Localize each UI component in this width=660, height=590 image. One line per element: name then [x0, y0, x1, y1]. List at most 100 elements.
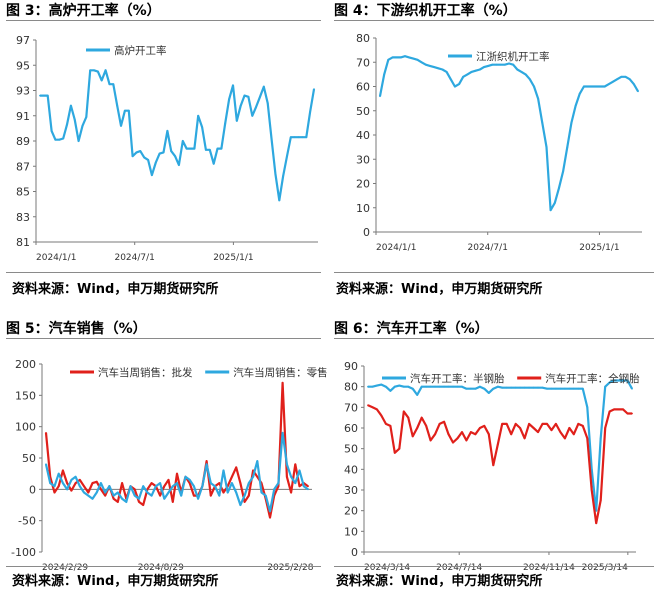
x-tick-label: 2024/2/29 [42, 563, 88, 573]
y-tick-label: 20 [344, 505, 358, 518]
data-point [231, 482, 233, 484]
data-point [147, 159, 150, 161]
data-point [239, 104, 242, 107]
data-point [562, 170, 564, 173]
data-point [447, 433, 450, 436]
data-point [608, 381, 611, 384]
data-point [121, 497, 123, 500]
data-point [243, 501, 246, 503]
data-point [95, 491, 98, 494]
data-point [209, 494, 212, 497]
data-point [465, 439, 468, 442]
data-point [70, 479, 73, 481]
data-point [456, 385, 459, 388]
data-point [389, 389, 392, 392]
data-point [462, 75, 465, 78]
y-tick-label: 97 [16, 34, 30, 47]
data-point [39, 94, 41, 97]
y-tick-label: 70 [356, 56, 370, 69]
data-point [429, 439, 432, 442]
data-point [294, 463, 297, 466]
chart-panel-loom: 图 4：下游织机开工率（%） 0 10 20 30 40 50 60 70 80 2024/1/1… [330, 0, 660, 300]
y-tick-label: 0 [363, 226, 370, 239]
data-point [461, 431, 463, 433]
data-point [100, 482, 102, 484]
data-point [74, 475, 77, 478]
data-point [53, 485, 56, 488]
data-point [307, 488, 309, 491]
data-point [50, 130, 53, 132]
chart-panel-tire: 图 6：汽车开工率（%） 0 10 20 30 40 50 60 70 80 90 2024/3/1… [330, 318, 660, 590]
data-point [523, 386, 526, 389]
data-point [407, 385, 410, 388]
data-point [100, 488, 102, 491]
legend-label: 江浙织机开工率 [476, 50, 550, 63]
data-point [505, 423, 508, 425]
data-point [277, 485, 280, 488]
data-point [637, 90, 639, 93]
chart-tire: 0 10 20 30 40 50 60 70 80 90 2024/3/14 2024/7/14 202… [344, 360, 640, 573]
data-point [224, 122, 227, 125]
data-point [66, 482, 68, 484]
series-line-1 [367, 404, 632, 525]
legend-label: 汽车当周销售：批发 [98, 366, 193, 379]
data-point [632, 83, 635, 85]
y-tick-label: 200 [15, 358, 36, 371]
data-point [438, 423, 441, 425]
data-point [416, 58, 419, 61]
data-point [512, 63, 515, 66]
y-tick-label: 50 [356, 105, 370, 118]
data-point [220, 147, 223, 150]
data-point [170, 150, 173, 152]
data-point [631, 412, 633, 415]
data-point [218, 482, 221, 484]
legend-label: 汽车当周销售：零售 [233, 366, 328, 379]
data-point [454, 85, 456, 88]
data-point [252, 475, 255, 478]
chart-title: 图 6：汽车开工率（%） [334, 321, 489, 337]
y-tick-label: 40 [344, 463, 358, 476]
legend-label: 高炉开工率 [114, 44, 167, 57]
data-point [73, 118, 76, 121]
data-point [487, 433, 490, 436]
y-tick-label: 91 [16, 110, 30, 123]
data-point [62, 469, 64, 472]
series-line-0 [44, 381, 309, 519]
data-point [604, 427, 607, 429]
y-tick-label: 95 [16, 59, 30, 72]
data-point [620, 75, 623, 78]
data-point [474, 387, 477, 390]
data-point [429, 385, 432, 388]
y-tick-label: 93 [16, 85, 30, 98]
data-point [116, 501, 119, 503]
data-point [150, 482, 153, 484]
data-point [608, 83, 610, 85]
data-point [503, 63, 506, 66]
data-point [201, 485, 204, 488]
data-point [549, 209, 552, 212]
data-point [447, 385, 450, 388]
data-point [87, 491, 90, 494]
data-point [171, 485, 174, 488]
data-point [371, 385, 374, 388]
data-point [138, 501, 140, 503]
y-tick-label: 80 [356, 32, 370, 45]
data-point [376, 408, 378, 411]
data-point [62, 137, 65, 140]
data-point [266, 102, 269, 104]
data-point [163, 485, 166, 488]
data-point [262, 85, 265, 88]
data-point [273, 488, 276, 491]
data-point [286, 475, 288, 478]
data-point [564, 437, 566, 440]
data-point [420, 416, 423, 419]
data-point [570, 122, 573, 124]
data-point [626, 412, 629, 415]
data-point [496, 443, 499, 446]
data-point [429, 65, 431, 67]
data-point [256, 475, 259, 478]
data-point [74, 482, 77, 484]
data-point [624, 75, 627, 78]
data-point [583, 85, 585, 88]
data-point [278, 199, 281, 202]
